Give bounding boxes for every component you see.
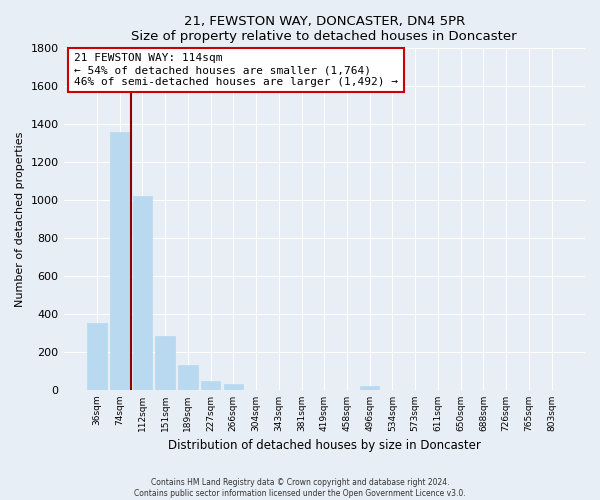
Text: Contains HM Land Registry data © Crown copyright and database right 2024.
Contai: Contains HM Land Registry data © Crown c… <box>134 478 466 498</box>
Text: 21 FEWSTON WAY: 114sqm
← 54% of detached houses are smaller (1,764)
46% of semi-: 21 FEWSTON WAY: 114sqm ← 54% of detached… <box>74 54 398 86</box>
Y-axis label: Number of detached properties: Number of detached properties <box>15 132 25 307</box>
Bar <box>87 322 107 390</box>
Bar <box>224 384 243 390</box>
Bar <box>178 366 197 390</box>
Bar <box>110 132 130 390</box>
Bar <box>360 386 379 390</box>
Bar <box>155 336 175 390</box>
X-axis label: Distribution of detached houses by size in Doncaster: Distribution of detached houses by size … <box>168 440 481 452</box>
Title: 21, FEWSTON WAY, DONCASTER, DN4 5PR
Size of property relative to detached houses: 21, FEWSTON WAY, DONCASTER, DN4 5PR Size… <box>131 15 517 43</box>
Bar <box>201 382 220 390</box>
Bar <box>133 196 152 390</box>
